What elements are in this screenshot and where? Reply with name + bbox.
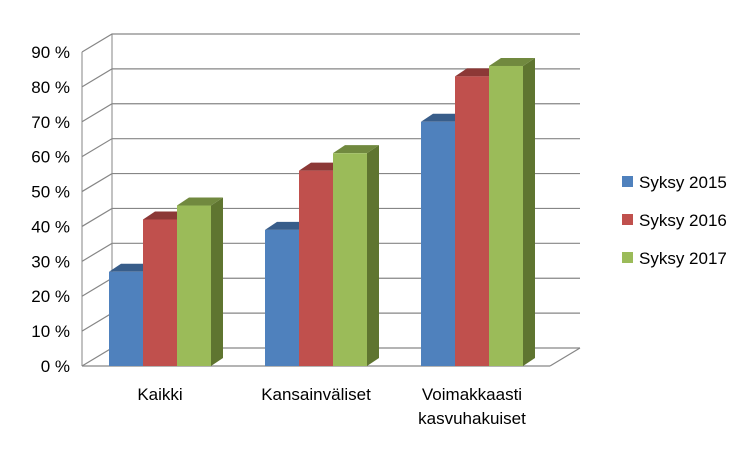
y-tick-label: 60 %	[31, 148, 70, 167]
bar-front	[265, 229, 299, 366]
bar-side	[367, 145, 379, 366]
bar-top	[333, 145, 379, 154]
legend: Syksy 2015 Syksy 2016 Syksy 2017	[622, 173, 727, 268]
gridline	[81, 33, 580, 53]
y-axis-tick-labels: 0 % 10 % 20 % 30 % 40 % 50 % 60 % 70 % 80 % 90 %	[31, 43, 70, 376]
bar-front	[455, 76, 489, 366]
bar	[489, 57, 535, 366]
y-tick-label: 50 %	[31, 183, 70, 202]
legend-label: Syksy 2015	[639, 173, 727, 192]
bar-front	[299, 170, 333, 366]
x-tick-label: Voimakkaasti kasvuhakuiset	[418, 385, 526, 428]
y-tick-label: 40 %	[31, 217, 70, 236]
legend-label: Syksy 2016	[639, 211, 727, 230]
legend-item: Syksy 2017	[622, 249, 727, 268]
bar-side	[523, 57, 535, 366]
legend-label: Syksy 2017	[639, 249, 727, 268]
x-tick-label: Kaikki	[137, 385, 182, 404]
bar-front	[333, 153, 367, 366]
legend-swatch	[622, 176, 633, 187]
legend-item: Syksy 2016	[622, 211, 727, 230]
bar	[333, 145, 379, 366]
y-tick-label: 70 %	[31, 113, 70, 132]
bar-top	[489, 57, 535, 66]
y-tick-label: 30 %	[31, 252, 70, 271]
bar-front	[109, 271, 143, 366]
bar-front	[143, 219, 177, 366]
bar-side	[211, 197, 223, 366]
bars	[109, 57, 535, 367]
y-tick-label: 80 %	[31, 78, 70, 97]
bar-front	[489, 65, 523, 366]
y-tick-label: 90 %	[31, 43, 70, 62]
bar-front	[177, 205, 211, 366]
bar-top	[177, 197, 223, 206]
x-axis-category-labels: Kaikki Kansainväliset Voimakkaasti kasvuhak…	[137, 385, 526, 428]
y-tick-label: 0 %	[41, 357, 70, 376]
bar	[177, 197, 223, 366]
y-tick-label: 10 %	[31, 322, 70, 341]
y-tick-label: 20 %	[31, 287, 70, 306]
legend-swatch	[622, 252, 633, 263]
legend-item: Syksy 2015	[622, 173, 727, 192]
bar-front	[421, 121, 455, 367]
floor-edge	[549, 347, 581, 367]
legend-swatch	[622, 214, 633, 225]
x-tick-label: Kansainväliset	[261, 385, 371, 404]
